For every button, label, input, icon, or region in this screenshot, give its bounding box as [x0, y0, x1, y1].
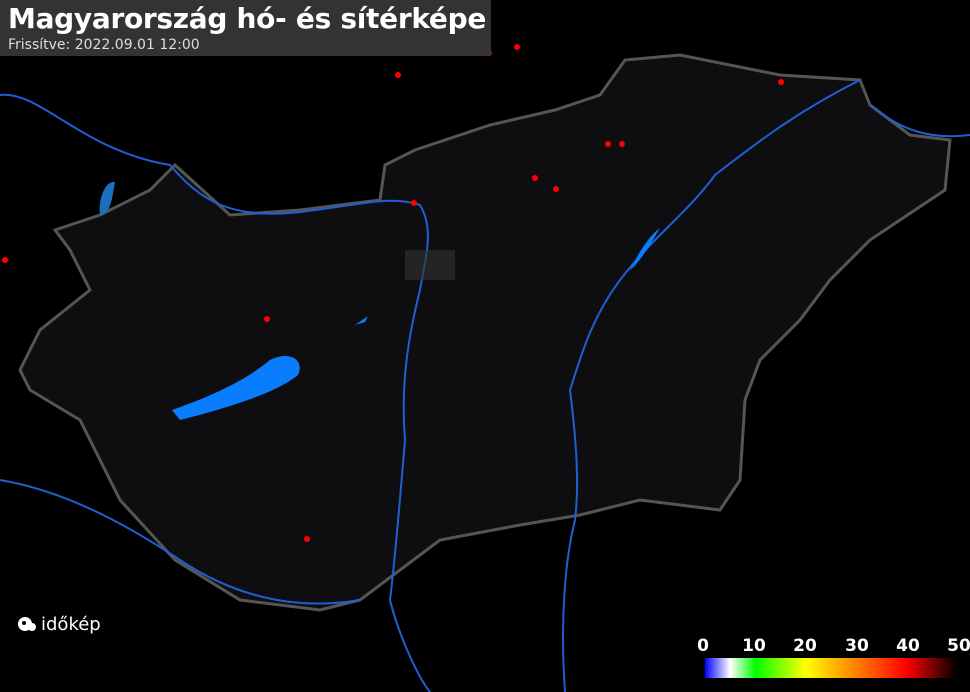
logo-text: időkép — [41, 614, 101, 635]
rivers — [0, 79, 970, 692]
danube-river — [0, 93, 431, 692]
station-marker[interactable] — [2, 257, 8, 263]
stations — [2, 44, 784, 542]
cloud-logo-icon — [18, 616, 36, 631]
drava-river — [0, 479, 361, 605]
legend-tick: 50 — [947, 636, 970, 656]
station-marker[interactable] — [411, 200, 417, 206]
station-marker[interactable] — [532, 175, 538, 181]
title-box: Magyarország hó- és sítérképe Frissítve:… — [0, 0, 491, 56]
hungary-country-shape — [18, 53, 952, 612]
lake-neusiedl — [99, 181, 115, 215]
station-marker[interactable] — [264, 316, 270, 322]
lake-kisköre — [630, 228, 660, 270]
legend-tick: 0 — [697, 636, 709, 656]
idokep-logo[interactable]: időkép — [16, 614, 101, 635]
lake-balaton — [172, 355, 300, 420]
updated-timestamp: Frissítve: 2022.09.01 12:00 — [8, 37, 200, 53]
legend-tick: 40 — [896, 636, 920, 656]
station-marker[interactable] — [778, 79, 784, 85]
legend-tick: 10 — [742, 636, 766, 656]
snow-depth-legend: 0 10 20 30 40 50 — [697, 636, 970, 686]
station-marker[interactable] — [619, 141, 625, 147]
station-marker[interactable] — [514, 44, 520, 50]
lake-velence — [355, 316, 368, 325]
station-marker[interactable] — [304, 536, 310, 542]
station-marker[interactable] — [395, 72, 401, 78]
tisza-river — [562, 79, 861, 692]
legend-tick: 30 — [845, 636, 869, 656]
page-title: Magyarország hó- és sítérképe — [8, 2, 487, 35]
legend-tick: 20 — [793, 636, 817, 656]
station-marker[interactable] — [553, 186, 559, 192]
legend-color-bar — [705, 658, 957, 678]
river-east — [869, 104, 970, 138]
station-marker[interactable] — [605, 141, 611, 147]
budapest-area — [405, 250, 455, 280]
